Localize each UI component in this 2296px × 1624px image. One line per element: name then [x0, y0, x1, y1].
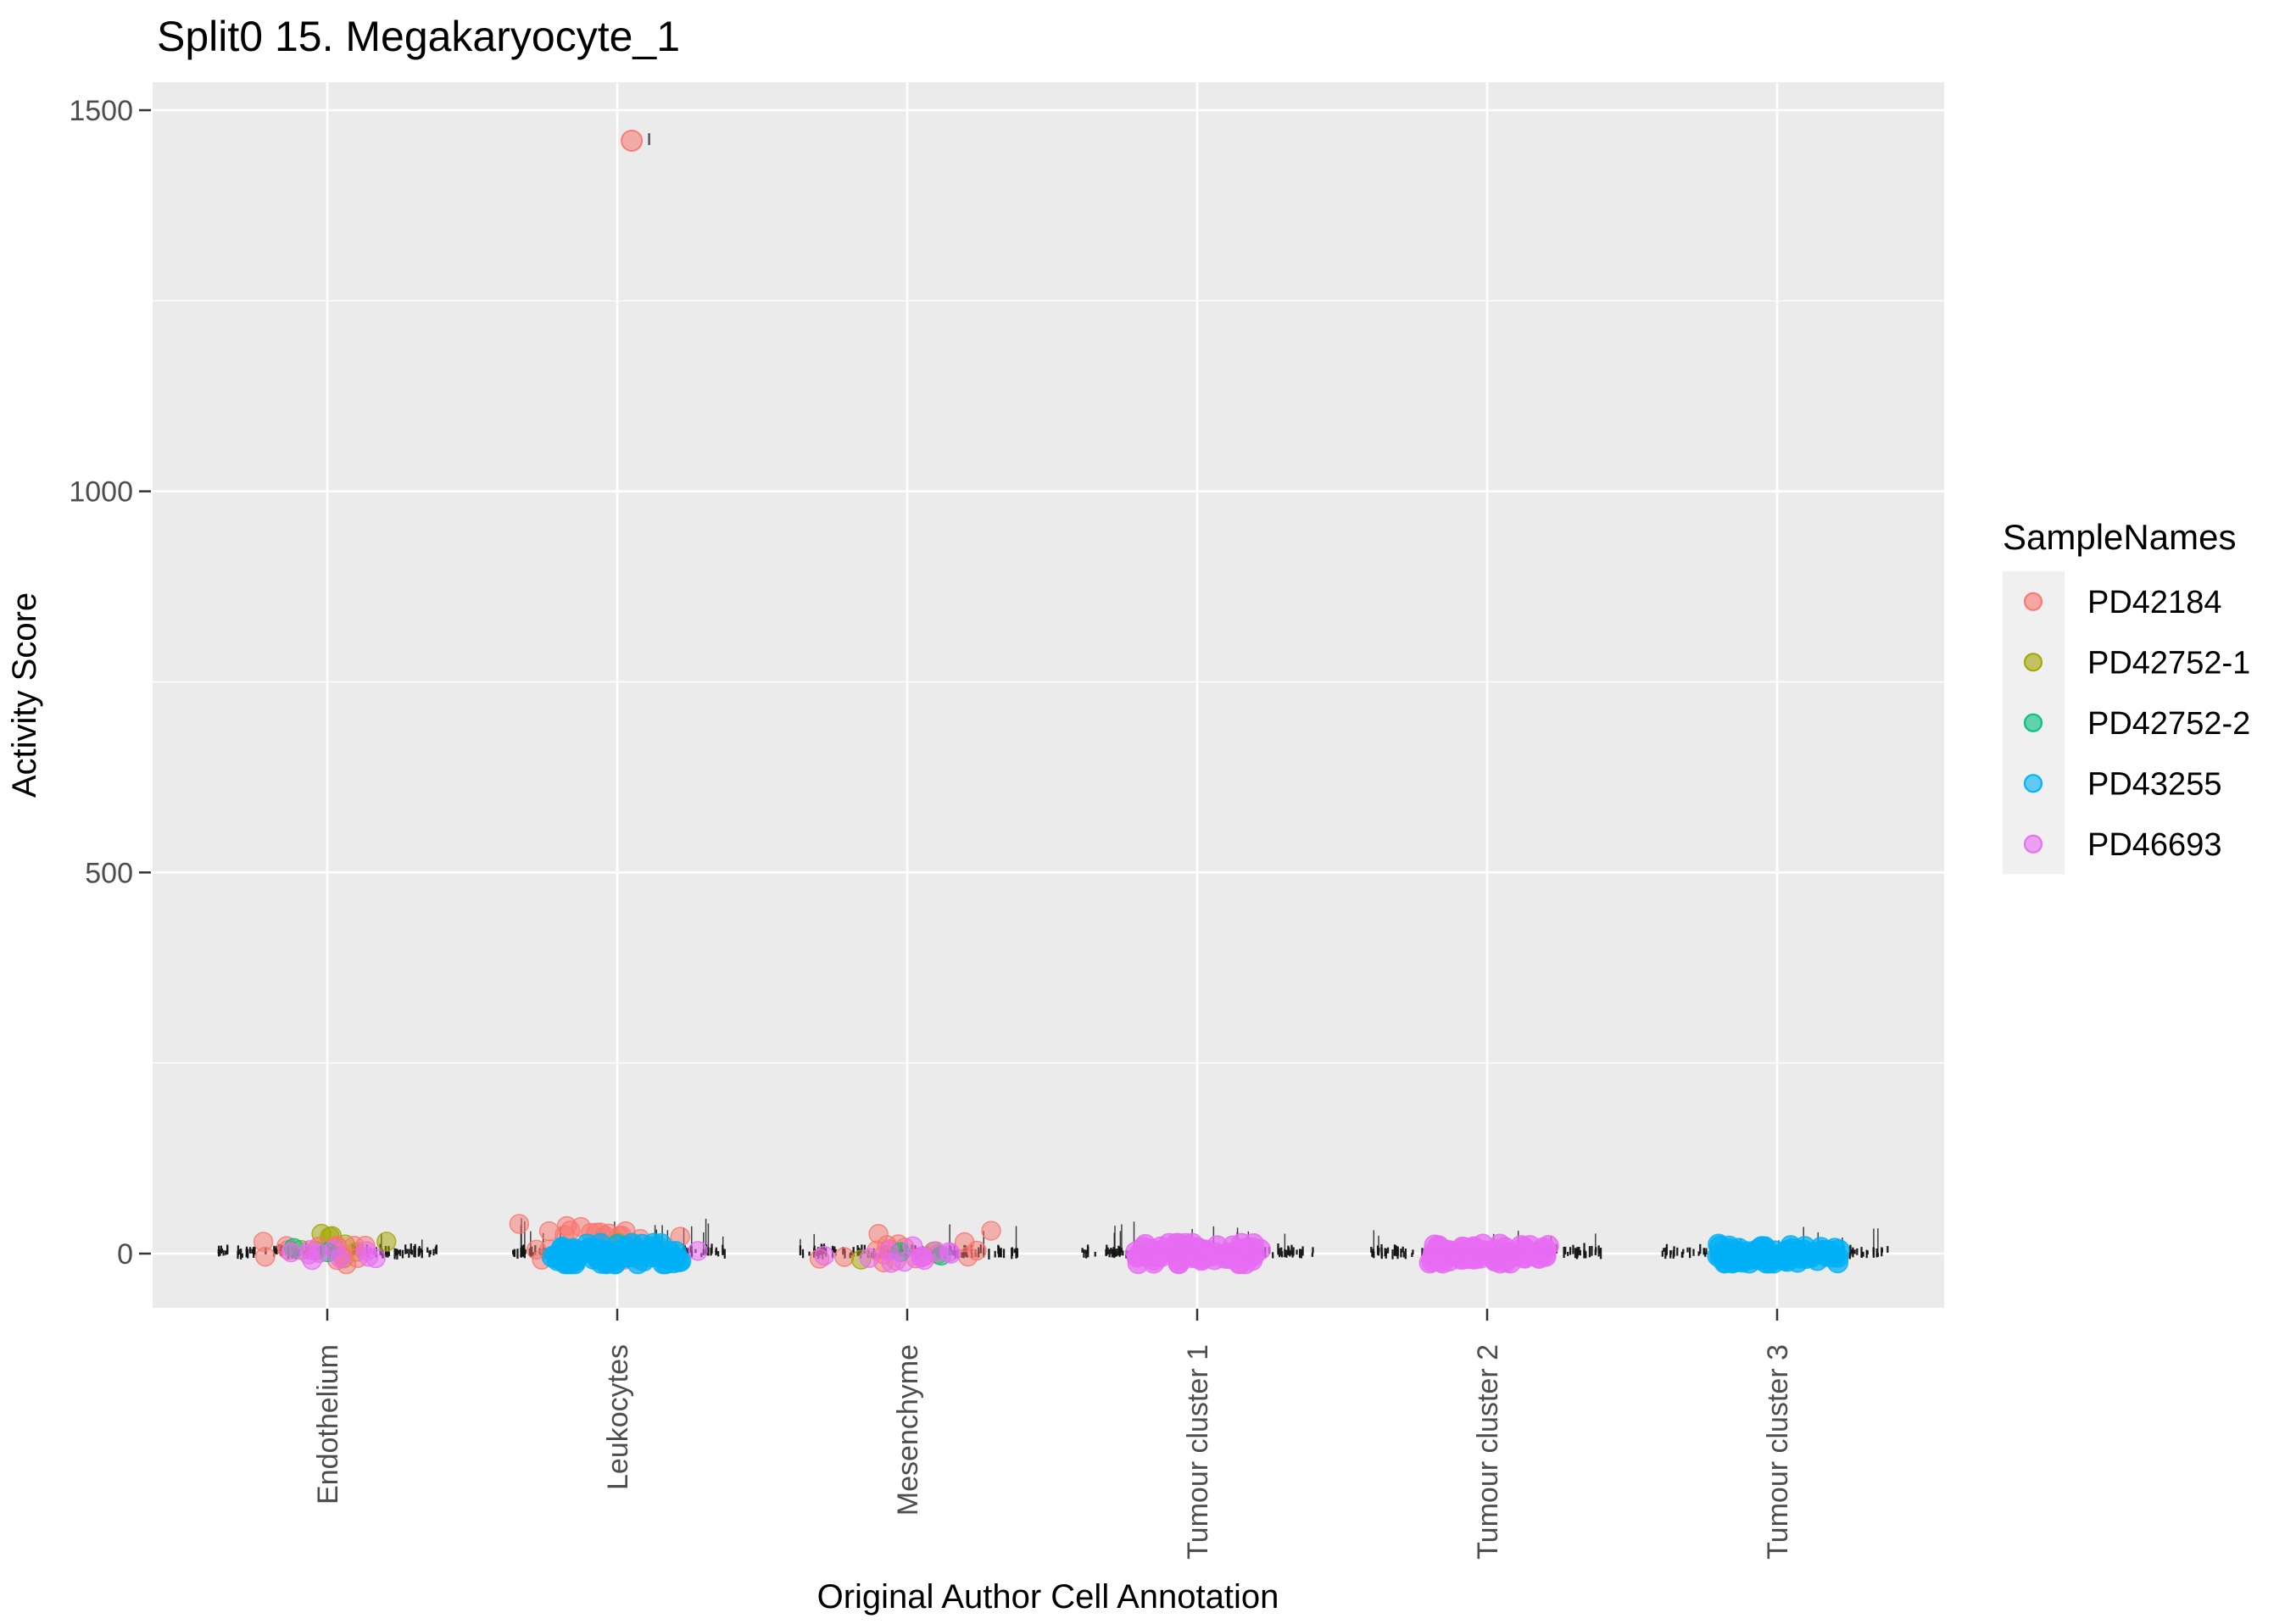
jitter-point	[902, 1236, 923, 1256]
y-axis-title: Activity Score	[6, 592, 43, 798]
jitter-point	[330, 1248, 351, 1269]
x-tick-label: Tumour cluster 2	[1472, 1344, 1504, 1560]
legend-key-dot	[2023, 592, 2043, 611]
x-tick-label: Endothelium	[312, 1344, 344, 1504]
jitter-point	[859, 1248, 879, 1268]
x-tick-label: Tumour cluster 1	[1182, 1344, 1214, 1560]
jitter-point	[814, 1245, 834, 1266]
legend-item-label: PD42752-1	[2087, 645, 2250, 681]
y-tick-label: 1500	[69, 95, 133, 127]
jitter-point	[1759, 1244, 1781, 1266]
legend-key-dot	[2023, 834, 2043, 854]
legend-item: PD42752-1	[2003, 631, 2250, 692]
jitter-point	[1140, 1238, 1162, 1260]
jitter-point	[599, 1250, 621, 1273]
jitter-point	[1424, 1249, 1446, 1271]
legend-item: PD42752-2	[2003, 692, 2250, 754]
legend-item-label: PD42184	[2087, 585, 2221, 620]
axes: 0 500 1000 1500 Endothelium Leukocytes Mesench…	[69, 95, 1794, 1560]
jitter-point	[1193, 1242, 1216, 1265]
jitter-point	[556, 1215, 577, 1237]
jitter-point	[1500, 1241, 1522, 1264]
chart-title: Split0 15. Megakaryocyte_1	[157, 13, 680, 60]
x-tick-label: Mesenchyme	[892, 1344, 924, 1516]
jitter-point	[894, 1251, 915, 1272]
legend: SampleNames PD42184 PD42752-1 PD42752-2 PD4…	[2003, 517, 2250, 875]
jitter-point	[549, 1247, 571, 1269]
jitter-point	[834, 1247, 855, 1267]
x-tick-label: Leukocytes	[602, 1344, 634, 1490]
jitter-point	[1803, 1241, 1826, 1264]
jitter-point	[940, 1243, 961, 1264]
legend-key-dot	[2023, 713, 2043, 732]
jitter-point	[302, 1249, 322, 1271]
legend-key-dot	[2023, 653, 2043, 672]
legend-item-label: PD43255	[2087, 766, 2221, 802]
jitter-point	[868, 1224, 889, 1244]
jitter-point	[281, 1242, 301, 1263]
legend-item: PD42184	[2003, 571, 2221, 632]
jitter-point	[981, 1221, 1001, 1241]
legend-item-label: PD42752-2	[2087, 706, 2250, 742]
gridlines	[153, 82, 1944, 1308]
jitter-point	[1218, 1247, 1240, 1270]
jitter-point	[1530, 1242, 1552, 1264]
outlier-point	[621, 129, 644, 152]
legend-item: PD46693	[2003, 814, 2221, 875]
jitter-point	[878, 1241, 899, 1261]
legend-title: SampleNames	[2003, 517, 2236, 557]
jitter-point	[688, 1241, 708, 1261]
panel-background	[153, 82, 1944, 1308]
jitter-point	[666, 1247, 689, 1269]
x-axis-title: Original Author Cell Annotation	[817, 1578, 1279, 1616]
jitter-point	[1780, 1235, 1802, 1257]
y-tick-label: 1000	[69, 476, 133, 509]
jitter-point	[618, 1244, 640, 1266]
x-tick-label: Tumour cluster 3	[1762, 1344, 1794, 1560]
jitter-point	[1452, 1236, 1474, 1259]
jitter-point	[1724, 1250, 1747, 1273]
jitter-point	[365, 1248, 386, 1269]
legend-item-label: PD46693	[2087, 827, 2221, 863]
jitter-points-layer	[253, 129, 1850, 1275]
jitter-point	[538, 1221, 560, 1242]
jitter-point	[376, 1232, 397, 1252]
y-tick-label: 0	[117, 1238, 133, 1271]
jitter-point	[641, 1236, 664, 1259]
jitter-point	[958, 1246, 978, 1267]
jitter-point	[1166, 1236, 1189, 1258]
legend-item: PD43255	[2003, 753, 2221, 814]
jitter-point	[255, 1246, 276, 1267]
legend-key-dot	[2023, 774, 2043, 793]
jitter-point	[509, 1214, 530, 1234]
y-tick-label: 500	[85, 857, 133, 889]
plot-panel	[153, 82, 1944, 1308]
